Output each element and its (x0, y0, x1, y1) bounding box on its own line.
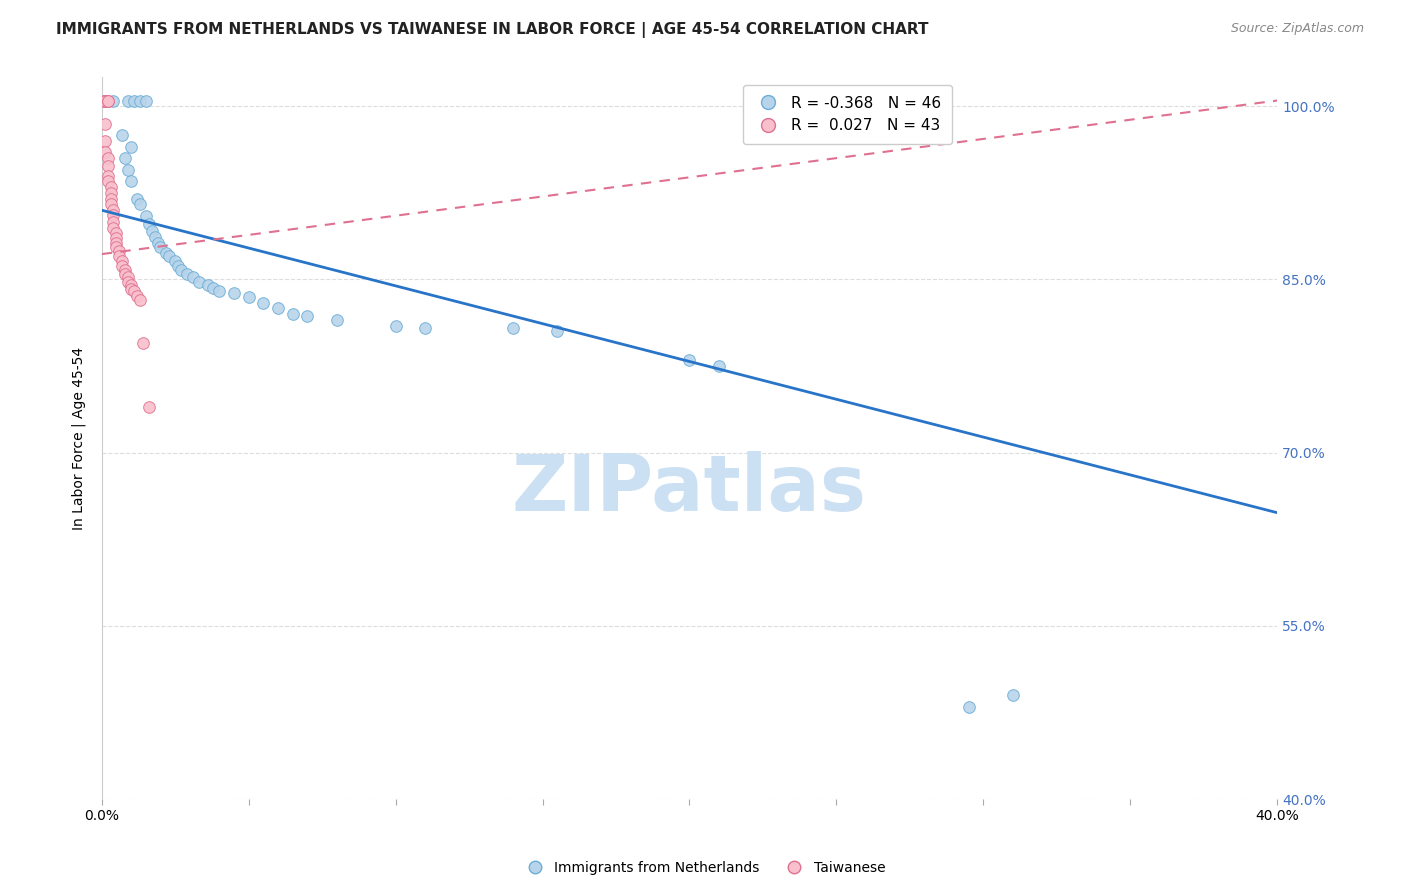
Point (678, 353, 700, 368)
Point (202, 280, 225, 294)
Point (122, 94, 145, 108)
Point (326, 313, 349, 327)
Point (93, 94, 115, 108)
Point (100, 197, 122, 211)
Point (117, 270, 139, 285)
Point (117, 162, 139, 177)
Point (103, 208, 125, 222)
Point (100, 180, 122, 194)
Point (384, 318, 406, 333)
Point (103, 203, 125, 218)
Point (103, 220, 125, 235)
Point (502, 321, 524, 335)
Point (114, 263, 136, 277)
Point (111, 254, 134, 268)
Point (100, 192, 122, 206)
Point (111, 128, 134, 143)
Point (122, 284, 145, 298)
Text: Source: ZipAtlas.com: Source: ZipAtlas.com (1230, 22, 1364, 36)
Point (413, 321, 436, 335)
Point (157, 249, 180, 263)
Point (97, 174, 120, 188)
Text: IMMIGRANTS FROM NETHERLANDS VS TAIWANESE IN LABOR FORCE | AGE 45-54 CORRELATION : IMMIGRANTS FROM NETHERLANDS VS TAIWANESE… (56, 22, 929, 38)
Point (138, 400, 160, 414)
Point (108, 249, 131, 263)
Point (120, 278, 142, 293)
Point (105, 231, 128, 245)
Point (103, 94, 125, 108)
Point (97, 159, 120, 173)
Text: ZIPatlas: ZIPatlas (512, 450, 868, 527)
Point (93, 94, 115, 108)
Point (97, 94, 120, 108)
Point (155, 246, 177, 260)
Point (141, 224, 163, 238)
Point (138, 217, 160, 231)
Point (170, 263, 193, 277)
Point (125, 192, 148, 206)
Point (93, 145, 115, 160)
Point (93, 117, 115, 131)
Point (222, 286, 245, 301)
Point (93, 94, 115, 108)
Point (252, 295, 274, 310)
Point (93, 94, 115, 108)
Point (181, 270, 204, 285)
Point (197, 278, 219, 293)
Point (707, 359, 730, 373)
Point (297, 310, 319, 324)
Legend: R = -0.368   N = 46, R =  0.027   N = 43: R = -0.368 N = 46, R = 0.027 N = 43 (742, 85, 952, 145)
Point (97, 151, 120, 165)
Point (105, 240, 128, 254)
Point (129, 94, 152, 108)
Point (114, 267, 136, 281)
Point (93, 94, 115, 108)
Point (167, 259, 190, 273)
Point (111, 259, 134, 273)
Point (129, 197, 152, 211)
Point (281, 307, 304, 321)
Point (125, 288, 148, 302)
Point (97, 94, 120, 108)
Point (208, 284, 231, 298)
Point (93, 94, 115, 108)
Point (114, 151, 136, 165)
Point (149, 240, 172, 254)
Point (93, 94, 115, 108)
Point (1001, 688, 1024, 702)
Point (117, 94, 139, 108)
Point (238, 290, 260, 304)
Point (93, 94, 115, 108)
Point (143, 229, 166, 244)
Point (135, 209, 157, 223)
Point (120, 139, 142, 153)
Point (100, 186, 122, 200)
Legend: Immigrants from Netherlands, Taiwanese: Immigrants from Netherlands, Taiwanese (515, 855, 891, 880)
Point (176, 267, 198, 281)
Y-axis label: In Labor Force | Age 45-54: In Labor Force | Age 45-54 (72, 347, 86, 530)
Point (146, 235, 169, 250)
Point (103, 215, 125, 229)
Point (120, 282, 142, 296)
Point (97, 169, 120, 183)
Point (957, 699, 980, 714)
Point (105, 227, 128, 241)
Point (97, 94, 120, 108)
Point (165, 254, 187, 268)
Point (132, 336, 155, 351)
Point (117, 275, 139, 289)
Point (120, 174, 142, 188)
Point (187, 275, 209, 289)
Point (267, 301, 290, 316)
Point (93, 134, 115, 148)
Point (135, 94, 157, 108)
Point (105, 235, 128, 250)
Point (129, 293, 152, 308)
Point (108, 244, 131, 258)
Point (546, 325, 568, 339)
